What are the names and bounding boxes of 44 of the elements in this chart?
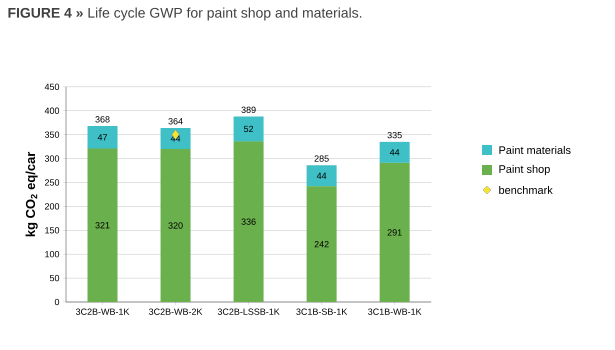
- data-label: 242: [314, 241, 329, 248]
- total-label: 285: [314, 155, 329, 162]
- bar: [234, 141, 264, 302]
- y-tick-label: 250: [44, 179, 60, 186]
- data-label: 336: [241, 218, 256, 225]
- y-tick-label: 0: [54, 298, 60, 306]
- y-tick-label: 100: [45, 251, 60, 258]
- bar: [380, 162, 410, 302]
- bar: [380, 142, 410, 163]
- data-label: 44: [390, 149, 400, 156]
- legend-label: Paint materials: [499, 146, 571, 154]
- x-tick-label: 3C2B-LSSB-1K: [218, 308, 280, 315]
- data-label: 52: [244, 126, 254, 132]
- x-tick-label: 3C2B-WB-1K: [76, 308, 130, 315]
- x-tick-label: 3C1B-WB-1K: [368, 308, 422, 315]
- y-tick-label: 50: [50, 274, 60, 282]
- legend-label: Paint shop: [499, 164, 550, 176]
- chart-title: FIGURE 4 » Life cycle GWP for paint shop and materials.: [8, 8, 362, 21]
- total-label: 335: [388, 132, 402, 138]
- data-label: 320: [168, 222, 183, 229]
- data-label: 44: [316, 172, 326, 179]
- x-tick-label: 3C1B-SB-1K: [296, 308, 348, 315]
- y-tick-label: 350: [44, 131, 60, 138]
- total-label: 368: [95, 116, 110, 123]
- total-label: 389: [241, 106, 256, 113]
- bar: [88, 126, 118, 149]
- x-tick-label: 3C2B-WB-2K: [148, 308, 202, 315]
- bar: [306, 186, 337, 302]
- data-label: 321: [95, 222, 110, 228]
- legend-label: benchmark: [499, 186, 553, 194]
- total-label: 364: [168, 118, 183, 124]
- bar: [234, 116, 264, 142]
- bar: [160, 128, 191, 149]
- y-tick-label: 450: [44, 84, 60, 90]
- data-label: 47: [98, 134, 108, 140]
- y-tick-label: 150: [45, 227, 60, 234]
- y-tick-label: 400: [44, 108, 60, 114]
- bar: [160, 148, 191, 302]
- bar: [88, 148, 118, 302]
- bar: [306, 165, 337, 186]
- y-tick-label: 300: [44, 155, 60, 162]
- y-tick-label: 200: [44, 203, 60, 210]
- data-label: 291: [388, 229, 402, 236]
- y-axis-title: kg CO$_{2}$ eq/car: [26, 152, 38, 236]
